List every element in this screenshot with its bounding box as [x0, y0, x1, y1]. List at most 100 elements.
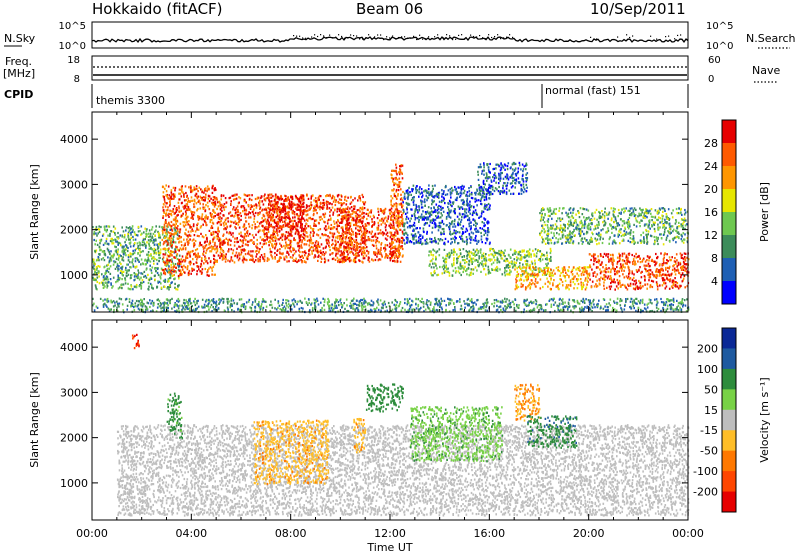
echo-cell	[267, 230, 270, 234]
echo-cell	[210, 225, 213, 228]
echo-cell	[481, 221, 484, 224]
echo-cell	[483, 196, 486, 199]
echo-cell	[364, 243, 367, 246]
echo-cell	[190, 230, 192, 233]
echo-cell	[459, 252, 462, 256]
echo-cell	[205, 193, 207, 196]
echo-cell	[223, 228, 225, 231]
nsearch-dot	[365, 37, 367, 40]
echo-cell	[313, 205, 316, 208]
echo-cell	[297, 222, 299, 225]
echo-cell	[170, 260, 173, 263]
echo-cell	[377, 207, 379, 210]
echo-cell	[318, 198, 320, 201]
nsky-tick-top: 10^5	[59, 21, 86, 32]
echo-cell	[268, 222, 271, 225]
echo-cell	[276, 214, 279, 217]
echo-cell	[442, 199, 445, 202]
echo-cell	[480, 198, 482, 201]
echo-cell	[494, 259, 496, 262]
echo-cell	[167, 206, 169, 209]
echo-cell	[298, 240, 301, 243]
echo-cell	[449, 211, 452, 214]
echo-cell	[238, 252, 240, 255]
echo-cell	[313, 231, 315, 234]
echo-cell	[104, 265, 106, 268]
echo-cell	[441, 239, 444, 242]
echo-cell	[434, 223, 437, 226]
echo-cell	[504, 274, 506, 277]
echo-cell	[441, 189, 443, 192]
echo-cell	[368, 260, 371, 263]
echo-cell	[285, 241, 287, 244]
power-echoes	[92, 161, 690, 314]
echo-cell	[221, 255, 223, 258]
echo-cell	[504, 249, 506, 252]
echo-cell	[145, 268, 148, 271]
echo-cell	[387, 234, 389, 238]
echo-cell	[513, 261, 516, 264]
echo-cell	[219, 212, 222, 215]
echo-cell	[217, 232, 219, 236]
echo-cell	[472, 252, 475, 255]
echo-cell	[280, 244, 282, 247]
echo-cell	[393, 233, 396, 236]
echo-cell	[383, 209, 385, 212]
echo-cell	[211, 269, 214, 272]
echo-cell	[248, 197, 251, 200]
echo-cell	[223, 203, 226, 206]
echo-cell	[202, 203, 204, 206]
echo-cell	[199, 265, 202, 268]
echo-cell	[159, 256, 161, 259]
echo-cell	[204, 217, 206, 220]
echo-cell	[417, 239, 420, 242]
echo-cell	[468, 250, 471, 253]
echo-cell	[399, 181, 402, 184]
echo-cell	[387, 217, 389, 220]
nave-tick-bottom: 0	[708, 74, 714, 85]
echo-cell	[258, 203, 261, 206]
echo-cell	[101, 273, 103, 276]
echo-cell	[263, 198, 266, 201]
echo-cell	[324, 225, 327, 228]
echo-cell	[472, 218, 475, 221]
echo-cell	[166, 241, 169, 244]
echo-cell	[248, 253, 251, 256]
echo-cell	[286, 251, 288, 254]
echo-cell	[253, 220, 255, 223]
echo-cell	[204, 267, 207, 271]
echo-cell	[342, 208, 344, 211]
echo-cell	[395, 253, 398, 256]
echo-cell	[237, 223, 240, 226]
echo-cell	[321, 206, 324, 210]
echo-cell	[397, 247, 399, 250]
echo-cell	[187, 223, 189, 226]
echo-cell	[242, 241, 244, 244]
echo-cell	[357, 228, 359, 232]
echo-cell	[136, 257, 139, 260]
echo-cell	[185, 212, 187, 215]
echo-cell	[439, 265, 441, 269]
echo-cell	[237, 259, 240, 262]
echo-cell	[127, 282, 129, 285]
echo-cell	[102, 286, 105, 289]
echo-cell	[185, 233, 187, 236]
echo-cell	[158, 243, 160, 246]
echo-cell	[161, 258, 164, 261]
echo-cell	[272, 208, 274, 211]
echo-cell	[103, 225, 106, 228]
echo-cell	[287, 196, 290, 199]
echo-cell	[196, 223, 198, 226]
echo-cell	[423, 218, 425, 221]
echo-cell	[305, 204, 308, 207]
echo-cell	[335, 228, 338, 231]
echo-cell	[173, 265, 176, 268]
echo-cell	[333, 220, 335, 223]
echo-cell	[318, 245, 321, 248]
echo-cell	[244, 233, 246, 236]
echo-cell	[350, 206, 353, 209]
echo-cell	[370, 232, 373, 235]
echo-cell	[168, 271, 170, 274]
echo-cell	[471, 193, 473, 196]
echo-cell	[245, 201, 247, 204]
